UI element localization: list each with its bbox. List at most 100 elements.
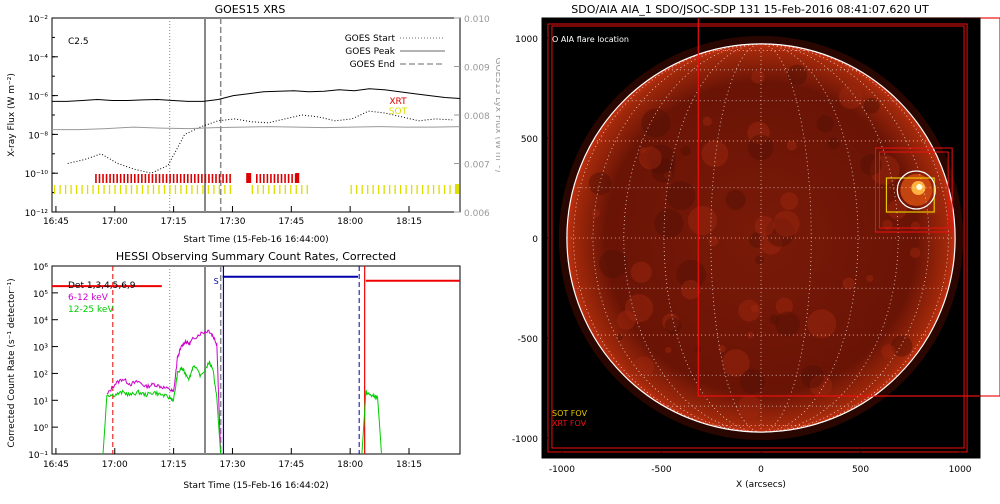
sot-obs-tick xyxy=(53,185,56,194)
sot-obs-tick xyxy=(361,185,363,194)
sun-feature xyxy=(751,70,765,84)
sun-feature xyxy=(747,331,754,339)
sun-feature xyxy=(666,180,696,211)
xrt-obs-tick xyxy=(215,174,217,183)
legend-label: 6-12 keV xyxy=(68,293,109,303)
y-tick-label: 10⁵ xyxy=(33,290,48,300)
y-tick-label: 10¹ xyxy=(33,397,48,407)
segment-label: S xyxy=(214,277,219,286)
sun-feature xyxy=(882,219,893,231)
sun-feature xyxy=(654,208,684,238)
sun-feature xyxy=(786,64,808,85)
sun-feature xyxy=(807,309,837,339)
sun-feature xyxy=(738,395,762,419)
sun-feature xyxy=(786,140,797,151)
x-tick-label: 17:15 xyxy=(161,217,187,227)
sun-features xyxy=(588,64,945,419)
xrt-obs-tick xyxy=(130,174,133,183)
sot-obs-tick xyxy=(399,185,402,194)
xrt-obs-tick xyxy=(259,174,262,183)
longitude-line xyxy=(710,43,762,433)
xrt-fov-box xyxy=(878,151,949,229)
sot-obs-tick xyxy=(108,185,111,194)
series-lya xyxy=(52,126,461,131)
xrt-fov-box xyxy=(874,147,953,233)
sun-feature xyxy=(747,121,770,145)
xrt-obs-tick xyxy=(155,174,157,183)
sun-feature xyxy=(630,261,652,283)
sun-feature xyxy=(769,314,780,325)
xrt-obs-tick xyxy=(141,174,143,183)
x-tick-label: -500 xyxy=(651,465,672,475)
sun-feature xyxy=(765,217,795,247)
sun-feature xyxy=(702,116,712,127)
xrt-obs-tick xyxy=(266,174,269,183)
xrt-obs-tick xyxy=(133,174,136,183)
y-axis-label: Corrected Count Rate (s⁻¹ detector⁻¹) xyxy=(7,278,17,447)
xrt-obs-tick xyxy=(112,174,115,183)
sot-obs-tick xyxy=(284,185,286,194)
sot-obs-tick xyxy=(97,185,100,194)
y-tick-label: 10⁻¹⁰ xyxy=(25,170,49,180)
sun-feature xyxy=(911,221,920,231)
sot-obs-tick xyxy=(262,185,264,194)
sun-feature xyxy=(809,374,833,397)
x-tick-label: 18:00 xyxy=(337,460,363,470)
x-tick-label: 18:15 xyxy=(396,217,422,227)
sot-obs-tick xyxy=(378,185,380,194)
sot-obs-tick xyxy=(432,185,435,194)
x-axis-label: X (arcsecs) xyxy=(736,480,786,490)
sun-feature xyxy=(780,192,799,210)
sot-obs-tick xyxy=(443,185,446,194)
sun-feature xyxy=(646,144,676,175)
sun-feature xyxy=(663,170,673,180)
legend-label: Det 1,3,4,5,6,9 xyxy=(68,281,136,291)
longitude-line xyxy=(623,43,762,433)
aia-solar-image: SDO/AIA AIA_1 SDO/JSOC-SDP 131 15-Feb-20… xyxy=(512,3,1000,490)
sot-obs-tick xyxy=(229,185,232,194)
series-6-12-keV xyxy=(106,329,222,455)
x-tick-label: 17:30 xyxy=(219,460,245,470)
x-tick-label: 17:45 xyxy=(278,460,304,470)
sot-obs-tick xyxy=(383,185,385,194)
sot-obs-tick xyxy=(306,185,308,194)
xrt-obs-tick xyxy=(148,174,150,183)
longitude-line xyxy=(760,43,949,433)
sot-obs-tick xyxy=(163,185,166,194)
sot-obs-tick xyxy=(213,185,215,194)
sun-feature xyxy=(633,356,655,378)
x-tick-label: 18:15 xyxy=(396,460,422,470)
y-tick-label: 10⁻⁴ xyxy=(28,54,48,64)
xrt-obs-tick xyxy=(176,174,178,183)
sun-feature xyxy=(718,344,726,353)
sun-feature xyxy=(890,335,913,357)
sun-feature xyxy=(624,294,654,323)
xrt-obs-tick xyxy=(277,174,279,183)
sun-feature xyxy=(909,247,921,259)
sot-obs-tick xyxy=(130,185,133,194)
series-12-25-keV-late xyxy=(361,389,382,455)
sun-feature xyxy=(773,210,800,237)
legend-label: GOES End xyxy=(350,60,395,70)
x-tick-label: 16:45 xyxy=(43,460,69,470)
plot-frame xyxy=(51,265,461,455)
y-tick-label: 1000 xyxy=(515,35,538,45)
y-tick-label: 10³ xyxy=(33,344,48,354)
sun-feature xyxy=(775,297,794,316)
aia-flare-marker xyxy=(896,170,936,210)
sot-obs-tick xyxy=(174,185,177,194)
x-axis-label: Start Time (15-Feb-16 16:44:00) xyxy=(183,235,328,245)
xrt-obs-tick xyxy=(190,174,193,183)
series-short xyxy=(67,110,453,174)
sot-obs-tick xyxy=(350,185,352,194)
flare-peak xyxy=(916,184,923,190)
sot-obs-tick xyxy=(207,185,210,194)
sun-feature xyxy=(641,108,671,138)
xrt-obs-tick xyxy=(194,174,196,183)
sot-obs-tick xyxy=(202,185,204,194)
xrt-obs-block xyxy=(295,173,300,183)
sun-feature xyxy=(816,115,834,133)
xrt-obs-tick xyxy=(201,174,203,183)
xrt-fov-label: XRT FOV xyxy=(552,419,587,428)
sun-feature xyxy=(616,333,624,341)
